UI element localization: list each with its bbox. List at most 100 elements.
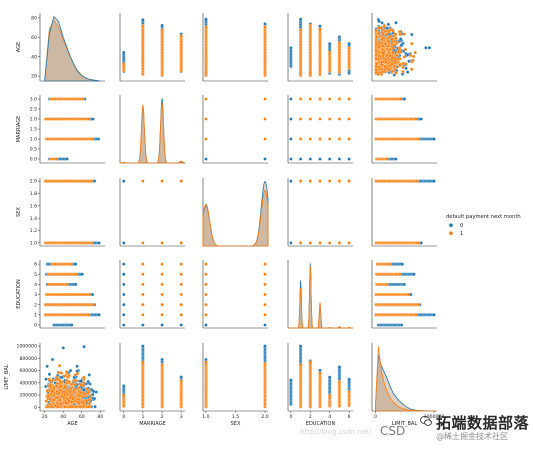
data-point	[386, 22, 391, 27]
data-point	[122, 241, 126, 245]
data-point	[160, 292, 164, 297]
data-point	[263, 292, 267, 297]
data-point	[82, 345, 86, 349]
data-point	[390, 37, 394, 41]
data-point	[308, 117, 312, 121]
data-point	[89, 241, 94, 245]
x-tick-label: 2	[161, 414, 164, 420]
data-point	[328, 117, 332, 121]
y-tick-label: 2.0	[30, 117, 37, 123]
data-point	[204, 282, 208, 287]
data-point	[70, 323, 74, 327]
data-point	[298, 363, 303, 367]
panel-sex-vs-marriage	[119, 178, 185, 247]
y-tick-label: 800000	[19, 356, 37, 362]
data-point	[91, 303, 95, 307]
y-tick-label: 400000	[19, 380, 37, 386]
data-point	[263, 157, 267, 161]
data-point	[347, 377, 351, 381]
data-point	[57, 364, 62, 368]
x-tick-label: 60	[79, 414, 85, 420]
data-point	[90, 137, 95, 141]
panel-education-vs-education	[287, 260, 353, 329]
data-point	[308, 360, 312, 364]
data-point	[399, 37, 403, 41]
data-point	[263, 313, 267, 317]
data-point	[406, 53, 410, 57]
data-point	[263, 323, 267, 327]
x-tick-label: 3	[180, 414, 183, 420]
data-point	[308, 241, 312, 245]
data-point	[96, 137, 101, 141]
panel-marriage-vs-limit_bal	[371, 95, 437, 164]
csdn-watermark: CSD	[380, 424, 406, 438]
data-point	[84, 387, 89, 391]
data-point	[68, 390, 72, 394]
data-point	[298, 137, 303, 141]
data-point	[383, 64, 387, 69]
data-point	[179, 179, 183, 183]
data-point	[379, 26, 384, 30]
data-point	[204, 137, 208, 141]
data-point	[404, 62, 408, 66]
data-point	[122, 262, 126, 266]
data-point	[179, 292, 183, 297]
data-point	[56, 370, 61, 375]
data-point	[61, 390, 66, 394]
data-point	[337, 157, 342, 161]
y-tick-label: 0	[34, 323, 37, 329]
data-point	[298, 179, 303, 183]
kde-class-1	[288, 265, 353, 329]
data-point	[204, 97, 208, 101]
data-point	[59, 402, 63, 406]
data-point	[391, 46, 395, 50]
data-point	[62, 395, 66, 400]
legend-label-1: 1	[460, 231, 463, 237]
data-point	[289, 179, 293, 183]
data-point	[328, 375, 332, 379]
data-point	[74, 282, 78, 287]
data-point	[204, 117, 208, 121]
data-point	[380, 21, 384, 25]
data-point	[347, 97, 351, 101]
y-tick-label: 0	[34, 405, 37, 411]
x-axis-label: SEX	[231, 421, 241, 427]
data-point	[141, 18, 145, 22]
data-point	[388, 28, 392, 32]
panel-limit_bal-vs-education	[287, 343, 353, 412]
data-point	[73, 373, 78, 377]
data-point	[263, 22, 267, 26]
data-point	[308, 157, 312, 161]
data-point	[45, 364, 49, 368]
data-point	[263, 117, 267, 121]
data-point	[347, 241, 351, 245]
data-point	[91, 117, 95, 121]
data-point	[394, 21, 398, 25]
data-point	[204, 292, 208, 297]
data-point	[318, 24, 322, 28]
data-point	[337, 241, 342, 245]
data-point	[179, 241, 183, 245]
kde-class-0	[119, 97, 186, 164]
panel-marriage-vs-marriage	[119, 95, 186, 164]
x-tick-label: 1	[141, 414, 144, 420]
community-watermark: @稀土掘金技术社区	[436, 432, 508, 441]
data-point	[160, 282, 164, 287]
data-point	[414, 117, 418, 121]
data-point	[384, 33, 388, 37]
data-point	[54, 395, 58, 400]
data-point	[52, 398, 56, 402]
data-point	[204, 25, 208, 29]
x-tick-label: 2.0	[261, 414, 268, 420]
data-point	[308, 137, 312, 141]
data-point	[393, 32, 398, 36]
panel-age-vs-sex	[202, 13, 268, 82]
data-point	[50, 357, 55, 362]
data-point	[97, 313, 101, 317]
panel-limit_bal-vs-limit_bal	[371, 343, 437, 412]
data-point	[68, 368, 73, 373]
data-point	[394, 71, 398, 75]
data-point	[67, 373, 71, 378]
data-point	[141, 323, 145, 327]
y-tick-label: 2.0	[30, 179, 37, 185]
